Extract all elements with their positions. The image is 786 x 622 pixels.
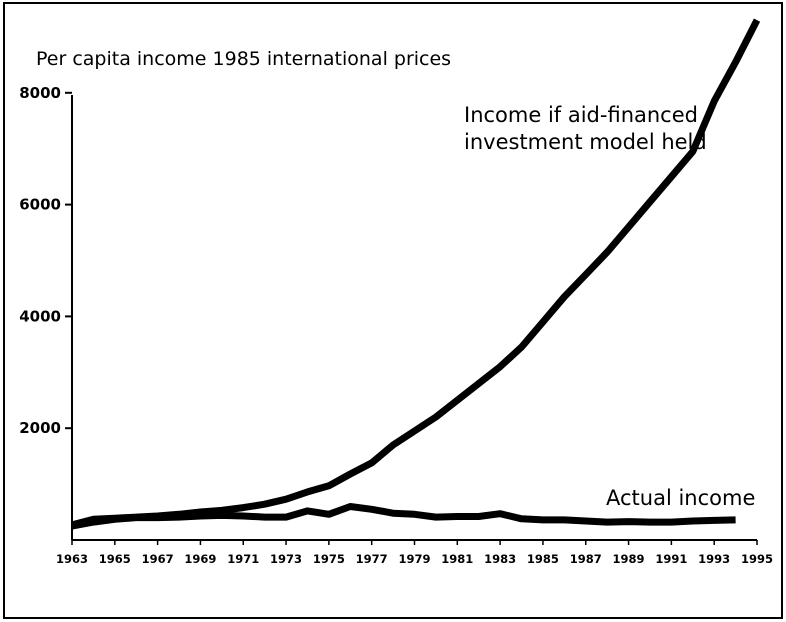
series-line-actual-income: [71, 503, 736, 530]
x-tick-label: 1963: [56, 552, 88, 566]
series-label-actual-income: Actual income: [606, 486, 755, 510]
series-layer: [71, 18, 761, 530]
x-tick-label: 1991: [655, 552, 687, 566]
x-tick-label: 1995: [741, 552, 773, 566]
series-labels: Income if aid-financed investment model h…: [464, 103, 755, 510]
x-tick-label: 1965: [99, 552, 131, 566]
x-tick-label: 1983: [484, 552, 516, 566]
x-tick-label: 1977: [356, 552, 388, 566]
x-tick-label: 1975: [313, 552, 345, 566]
x-tick-label: 1981: [441, 552, 473, 566]
x-tick-label: 1967: [142, 552, 174, 566]
x-tick-label: 1971: [227, 552, 259, 566]
x-tick-label: 1985: [527, 552, 559, 566]
x-tick-label: 1989: [613, 552, 645, 566]
series-label-aid-model: investment model held: [464, 130, 707, 154]
y-tick-label: 6000: [19, 196, 61, 214]
x-tick-label: 1987: [570, 552, 602, 566]
x-tick-label: 1969: [184, 552, 216, 566]
y-tick-label: 4000: [19, 307, 61, 325]
x-tick-label: 1979: [398, 552, 430, 566]
x-tick-label: 1973: [270, 552, 302, 566]
axes: 2000 4000 6000 8000 1963 1965 1967 1969 1971 1973…: [19, 84, 773, 566]
chart-title: Per capita income 1985 international pri…: [36, 48, 452, 70]
series-line-aid-model: [71, 18, 761, 529]
y-tick-label: 2000: [19, 419, 61, 437]
x-tick-label: 1993: [698, 552, 730, 566]
series-label-aid-model: Income if aid-financed: [464, 103, 698, 127]
y-tick-label: 8000: [19, 84, 61, 102]
